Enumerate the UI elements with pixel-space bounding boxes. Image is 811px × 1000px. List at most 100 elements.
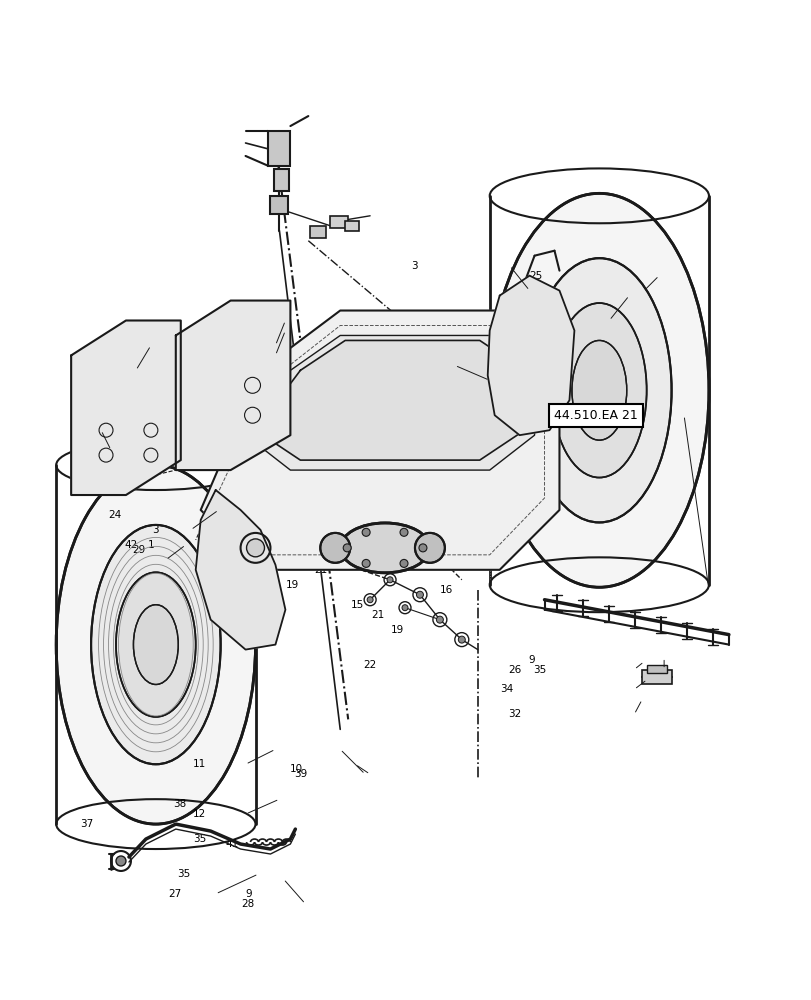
Circle shape [400,559,407,567]
Text: 30: 30 [104,365,117,375]
Circle shape [116,856,126,866]
Circle shape [362,528,370,536]
Text: 15: 15 [302,505,315,515]
Text: 13: 13 [383,460,396,470]
Text: 21: 21 [371,610,384,620]
Ellipse shape [91,525,221,764]
Polygon shape [245,335,534,470]
Text: 44.510.EA 21: 44.510.EA 21 [554,409,637,422]
Text: 40: 40 [290,550,303,560]
Polygon shape [175,301,290,470]
Text: 43: 43 [403,485,416,495]
Text: 41: 41 [225,839,238,849]
Text: 9: 9 [245,889,251,899]
Bar [274,169,289,191]
Bar [646,665,667,673]
Text: 27: 27 [169,889,182,899]
Text: 38: 38 [173,799,186,809]
Text: 15: 15 [242,585,255,595]
Circle shape [362,559,370,567]
Text: 43: 43 [290,530,303,540]
Text: 25: 25 [528,271,542,281]
Text: 35: 35 [532,665,546,675]
Polygon shape [195,490,285,650]
Text: 1: 1 [148,540,154,550]
Circle shape [418,544,427,552]
Text: 16: 16 [440,585,453,595]
Text: 22: 22 [217,340,230,350]
Ellipse shape [320,533,350,563]
Text: 35: 35 [193,834,206,844]
Ellipse shape [571,340,626,440]
Polygon shape [255,340,524,460]
Text: 8: 8 [131,480,138,490]
Text: 3: 3 [410,261,417,271]
Text: 29: 29 [504,291,517,301]
Text: 31: 31 [310,340,324,350]
Text: 13: 13 [234,560,247,570]
Bar [310,226,326,238]
Circle shape [436,616,443,623]
Text: 26: 26 [508,665,521,675]
Bar [330,216,348,228]
Ellipse shape [526,258,671,522]
Bar [270,196,288,214]
Text: 10: 10 [290,764,303,774]
Text: 18: 18 [334,550,347,560]
Circle shape [343,544,350,552]
Text: 2: 2 [551,410,558,420]
Text: 32: 32 [508,709,521,719]
Text: 3: 3 [152,525,158,535]
Text: 7: 7 [139,375,146,385]
Text: 14: 14 [334,470,347,480]
Text: 12: 12 [193,809,206,819]
Bar [642,670,672,684]
Text: 5: 5 [172,440,178,450]
Ellipse shape [247,539,264,557]
Text: 21: 21 [314,565,328,575]
Text: 42: 42 [391,470,404,480]
Ellipse shape [340,523,429,573]
Text: 5: 5 [168,385,174,395]
Text: 17: 17 [411,505,424,515]
Text: 19: 19 [391,625,404,635]
Text: 20: 20 [403,490,416,500]
Circle shape [367,597,372,603]
Text: 4: 4 [366,360,372,370]
Ellipse shape [56,465,255,824]
Ellipse shape [116,572,195,717]
Bar [268,131,290,166]
Circle shape [416,591,423,598]
Ellipse shape [489,193,708,587]
Circle shape [457,636,465,643]
Text: 15: 15 [350,600,363,610]
Text: 6: 6 [233,350,239,360]
Text: 7: 7 [79,425,85,435]
Circle shape [401,605,407,611]
Text: 29: 29 [132,545,145,555]
Text: 37: 37 [79,819,93,829]
Text: 24: 24 [108,510,121,520]
Text: 11: 11 [193,759,206,769]
Polygon shape [71,320,181,495]
Circle shape [400,528,407,536]
Text: 36: 36 [363,311,375,321]
Text: 9: 9 [527,655,534,665]
Text: 35: 35 [177,869,190,879]
Text: 33: 33 [217,350,230,360]
Ellipse shape [414,533,444,563]
Ellipse shape [133,605,178,684]
Polygon shape [487,276,573,435]
Ellipse shape [551,303,646,478]
Polygon shape [200,311,559,570]
Text: 39: 39 [294,769,307,779]
Text: 23: 23 [298,540,311,550]
Text: 22: 22 [363,660,375,670]
Text: 34: 34 [500,684,513,694]
Text: 20: 20 [375,540,388,550]
Bar [345,221,358,231]
Text: 28: 28 [242,899,255,909]
Text: 40: 40 [403,495,416,505]
Text: 14: 14 [431,540,444,550]
Circle shape [387,577,393,583]
